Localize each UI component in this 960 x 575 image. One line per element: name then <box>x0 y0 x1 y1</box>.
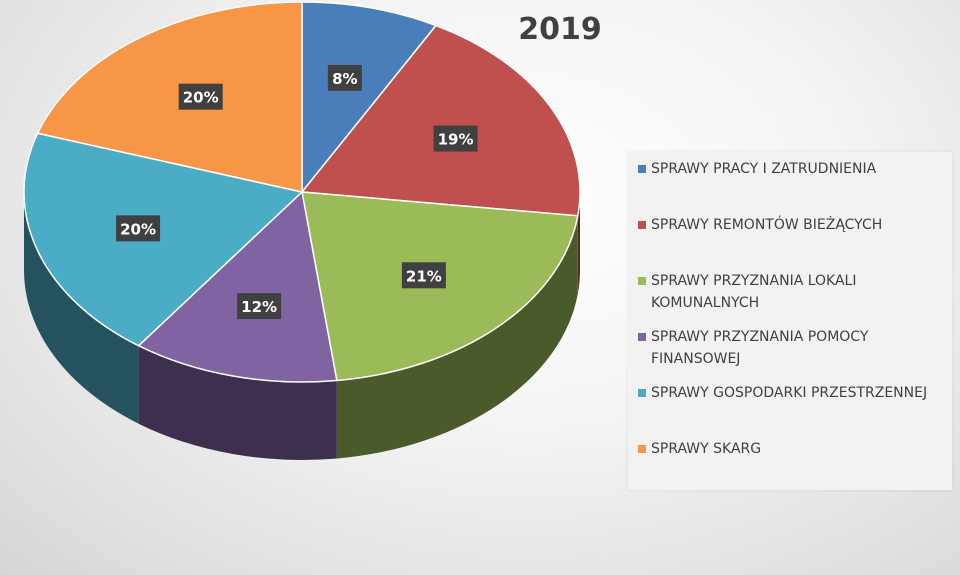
legend-item-remonty: SPRAWY REMONTÓW BIEŻĄCYCH <box>638 214 948 236</box>
legend-swatch <box>638 277 646 285</box>
legend-label: SPRAWY SKARG <box>651 441 762 457</box>
legend-label: SPRAWY PRACY I ZATRUDNIENIA <box>651 161 877 177</box>
legend-swatch <box>638 221 646 229</box>
data-label-0: 8% <box>332 70 357 88</box>
legend-label: SPRAWY GOSPODARKI PRZESTRZENNEJ <box>651 385 928 401</box>
pie-slice-5 <box>36 1 303 193</box>
legend-item-gospodarka: SPRAWY GOSPODARKI PRZESTRZENNEJ <box>638 382 948 404</box>
legend-swatch <box>638 165 646 173</box>
data-label-3: 12% <box>241 298 277 316</box>
legend-item-pomoc: SPRAWY PRZYZNANIA POMOCY FINANSOWEJ <box>638 326 948 370</box>
pie-side-3 <box>138 345 337 460</box>
legend-label: SPRAWY REMONTÓW BIEŻĄCYCH <box>651 217 883 233</box>
legend-swatch <box>638 445 646 453</box>
legend: SPRAWY PRACY I ZATRUDNIENIA SPRAWY REMON… <box>628 152 952 490</box>
legend-label: SPRAWY PRZYZNANIA LOKALI KOMUNALNYCH <box>651 273 857 311</box>
legend-item-lokale: SPRAWY PRZYZNANIA LOKALI KOMUNALNYCH <box>638 270 948 314</box>
data-label-box-3 <box>237 293 282 320</box>
data-label-box-2 <box>401 262 446 289</box>
data-label-5: 20% <box>183 89 219 107</box>
chart-title: 2019 <box>518 12 602 47</box>
pie-slice-4 <box>23 132 303 347</box>
data-label-1: 19% <box>438 131 474 149</box>
data-label-2: 21% <box>406 267 442 285</box>
data-label-box-1 <box>433 125 478 152</box>
legend-label: SPRAWY PRZYZNANIA POMOCY FINANSOWEJ <box>651 329 869 367</box>
legend-swatch <box>638 333 646 341</box>
legend-item-skargi: SPRAWY SKARG <box>638 438 948 460</box>
pie-slice-3 <box>137 191 338 383</box>
data-label-4: 20% <box>120 220 156 238</box>
legend-item-praca: SPRAWY PRACY I ZATRUDNIENIA <box>638 158 948 180</box>
data-label-box-4 <box>116 215 161 242</box>
legend-swatch <box>638 389 646 397</box>
data-label-box-0 <box>327 64 362 91</box>
data-label-box-5 <box>178 83 223 110</box>
pie-slice-1 <box>301 24 581 217</box>
pie-side-1 <box>577 192 580 294</box>
pie-side-2 <box>336 215 578 459</box>
pie-slice-0 <box>301 1 437 193</box>
